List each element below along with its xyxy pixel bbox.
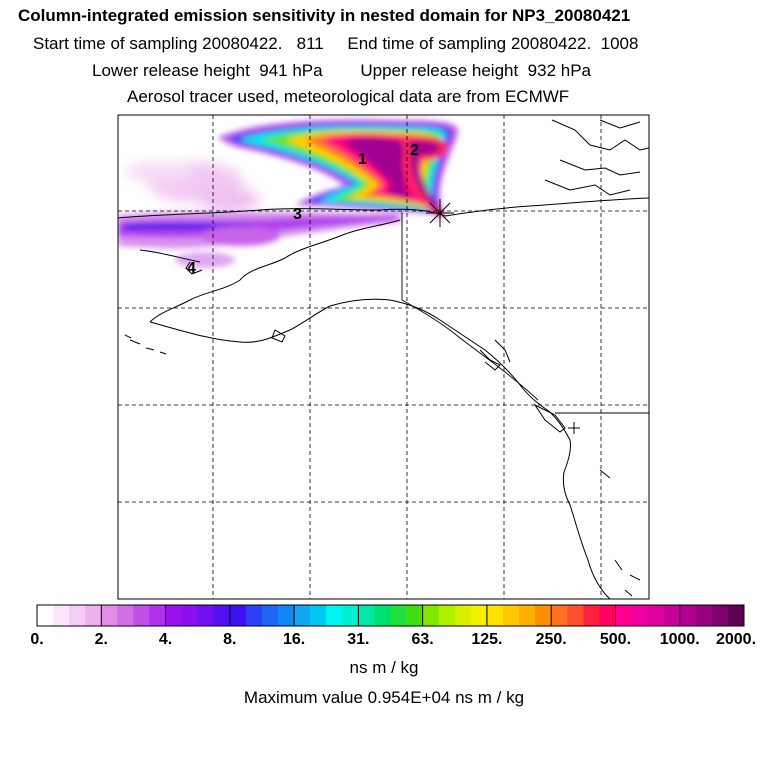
colorbar-swatch: [695, 605, 713, 626]
colorbar-tick-label: 4.: [158, 631, 173, 648]
colorbar-tick-label: 500.: [599, 631, 632, 648]
plume-main: [218, 119, 459, 218]
colorbar-swatch: [85, 605, 102, 626]
plume-faint: [125, 162, 260, 212]
release-height-line: Lower release height 941 hPa Upper relea…: [92, 61, 591, 80]
plume-southwest-band: [118, 211, 402, 268]
colorbar-swatch: [502, 605, 520, 626]
colorbar-swatch: [181, 605, 199, 626]
colorbar-swatch: [535, 605, 552, 626]
colorbar-swatch: [213, 605, 231, 626]
map-frame: [117, 114, 650, 600]
colorbar-swatch: [165, 605, 183, 626]
colorbar-swatch: [390, 605, 408, 626]
colorbar-swatch: [567, 605, 584, 626]
colorbar-tick-label: 63.: [411, 631, 434, 648]
colorbar-swatch: [294, 605, 311, 626]
colorbar-swatch: [37, 605, 54, 626]
colorbar-swatch: [422, 605, 440, 626]
colorbar-swatch: [583, 605, 600, 626]
colorbar-swatch: [470, 605, 488, 626]
colorbar-units: ns m / kg: [349, 658, 419, 677]
cluster-label-4: 4: [187, 260, 196, 277]
colorbar-swatch: [406, 605, 424, 626]
colorbar-tick-label: 0.: [30, 631, 44, 648]
colorbar-swatch: [679, 605, 697, 626]
colorbar-tick-label: 2.: [94, 631, 108, 648]
colorbar-swatch: [261, 605, 279, 626]
sampling-time-line: Start time of sampling 20080422. 811 End…: [33, 34, 639, 53]
colorbar-swatch: [551, 605, 568, 626]
colorbar-swatch: [69, 605, 86, 626]
colorbar-swatch: [438, 605, 456, 626]
plot-title: Column-integrated emission sensitivity i…: [18, 6, 631, 25]
colorbar-tick-label: 8.: [223, 631, 237, 648]
colorbar-swatch: [358, 605, 375, 626]
cluster-label-3: 3: [293, 206, 302, 223]
coastlines: [118, 119, 649, 599]
minor-site-marker: [568, 422, 580, 434]
colorbar-tick-label: 2000.: [715, 631, 757, 648]
colorbar-swatch: [278, 605, 295, 626]
colorbar-swatch: [229, 605, 247, 626]
colorbar-swatch: [197, 605, 215, 626]
maximum-value-line: Maximum value 0.954E+04 ns m / kg: [243, 688, 525, 707]
colorbar-swatch: [374, 605, 391, 626]
colorbar-swatch: [245, 605, 263, 626]
colorbar-swatch: [133, 605, 150, 626]
colorbar-swatch: [519, 605, 536, 626]
graticule: [118, 115, 649, 599]
colorbar-swatch: [711, 605, 729, 626]
colorbar-tick-label: 16.: [282, 631, 306, 648]
colorbar-swatch: [117, 605, 134, 626]
map-panel: 1 2 3 4: [118, 115, 649, 599]
colorbar-swatch: [326, 605, 343, 626]
colorbar-swatch: [599, 605, 616, 626]
cluster-label-1: 1: [358, 151, 367, 168]
colorbar-swatch: [486, 605, 504, 626]
colorbar-frame: [36, 604, 745, 627]
colorbar-swatch: [727, 605, 745, 626]
tracer-info-line: Aerosol tracer used, meteorological data…: [127, 87, 570, 106]
cluster-label-2: 2: [410, 142, 419, 159]
colorbar-swatch: [647, 605, 665, 626]
colorbar-swatch: [454, 605, 472, 626]
colorbar-swatch: [342, 605, 359, 626]
colorbar-swatch: [631, 605, 649, 626]
colorbar-swatch: [149, 605, 167, 626]
colorbar-swatch: [615, 605, 633, 626]
colorbar-swatch: [53, 605, 70, 626]
political-borders: [401, 212, 649, 414]
colorbar-swatch: [101, 605, 118, 626]
colorbar-tick-label: 1000.: [659, 631, 700, 648]
colorbar-swatch: [310, 605, 327, 626]
star-icon: [426, 199, 454, 227]
colorbar-tick-label: 31.: [347, 631, 370, 648]
colorbar: [36, 604, 745, 627]
colorbar-tick-label: 250.: [535, 631, 567, 648]
colorbar-swatch: [663, 605, 681, 626]
colorbar-tick-label: 125.: [471, 631, 503, 648]
